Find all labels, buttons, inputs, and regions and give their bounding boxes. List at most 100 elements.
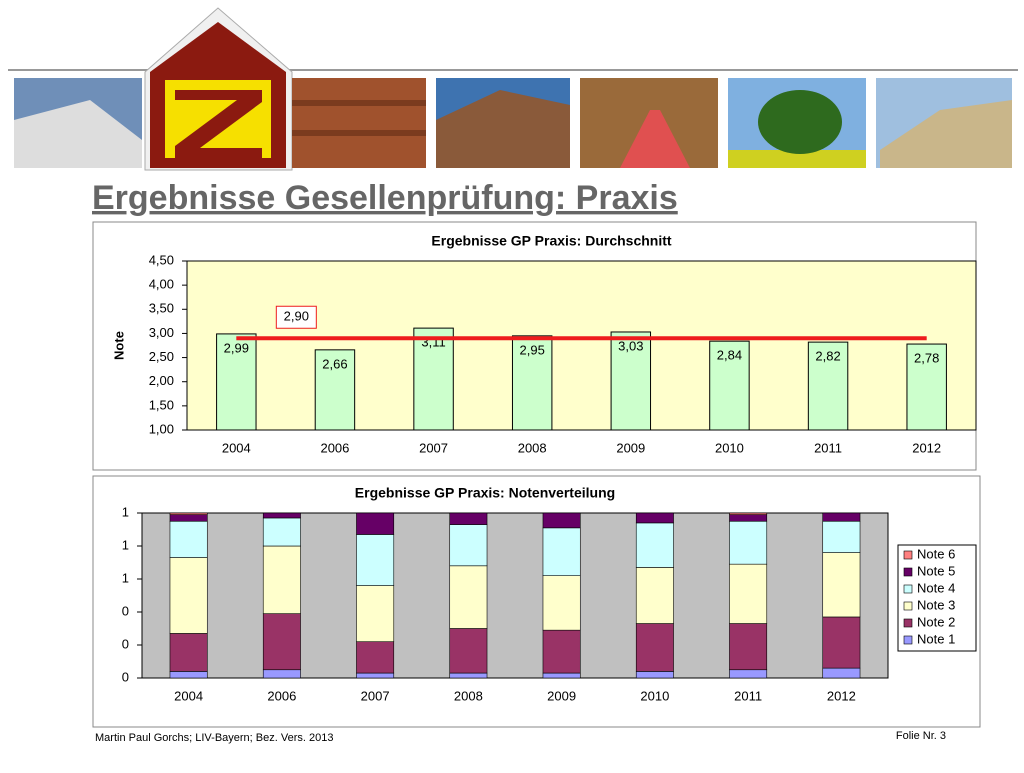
bar-segment: [449, 672, 488, 679]
bar-segment: [356, 512, 395, 535]
y-axis-label: Note: [111, 331, 126, 360]
bar-segment: [169, 520, 208, 558]
bar-segment: [169, 671, 208, 679]
chart-title: Ergebnisse GP Praxis: Notenverteilung: [355, 485, 615, 501]
x-tick-label: 2011: [734, 688, 762, 703]
x-tick-label: 2010: [715, 440, 744, 455]
y-tick-label: 3,50: [149, 301, 174, 316]
bar-segment: [822, 520, 861, 553]
bar-segment: [729, 563, 768, 624]
x-tick-label: 2004: [174, 688, 203, 703]
legend-label: Note 2: [917, 614, 955, 629]
x-tick-label: 2006: [320, 440, 349, 455]
x-tick-label: 2012: [827, 688, 856, 703]
data-label: 2,66: [322, 356, 347, 371]
legend-swatch: [903, 584, 913, 594]
bar-segment: [822, 616, 861, 669]
data-label: 2,99: [224, 340, 249, 355]
bar-segment: [356, 672, 395, 679]
bar-segment: [822, 512, 861, 522]
bar-segment: [262, 613, 301, 671]
chart-title: Ergebnisse GP Praxis: Durchschnitt: [431, 233, 671, 249]
legend-label: Note 6: [917, 546, 955, 561]
y-tick-label: 0: [122, 603, 129, 618]
bar-segment: [169, 514, 208, 522]
x-tick-label: 2006: [267, 688, 296, 703]
bar-segment: [449, 512, 488, 525]
plot-area: [186, 260, 977, 431]
y-tick-label: 1: [122, 570, 129, 585]
slide-title: Ergebnisse Gesellenprüfung: Praxis: [92, 179, 678, 217]
legend-label: Note 3: [917, 597, 955, 612]
plot-area: [141, 512, 889, 679]
x-tick-label: 2009: [547, 688, 576, 703]
bar: [413, 327, 454, 431]
data-label: 2,82: [815, 349, 840, 364]
data-label: 2,95: [520, 342, 545, 357]
x-tick-label: 2009: [616, 440, 645, 455]
bar: [216, 333, 257, 431]
bar-segment: [635, 512, 674, 524]
bar-segment: [356, 534, 395, 586]
legend-swatch: [903, 567, 913, 577]
legend-swatch: [903, 618, 913, 628]
y-tick-label: 4,00: [149, 277, 174, 292]
bar-segment: [262, 545, 301, 614]
bar-segment: [542, 512, 581, 529]
bar: [610, 331, 652, 431]
x-tick-label: 2011: [814, 440, 842, 455]
data-label: 2,84: [717, 348, 742, 363]
average-label-box: [275, 305, 317, 329]
bar-segment: [635, 623, 674, 672]
legend-label: Note 5: [917, 563, 955, 578]
y-tick-label: 1: [122, 504, 129, 519]
legend-swatch: [903, 635, 913, 645]
bar: [314, 349, 356, 431]
bar: [709, 340, 750, 431]
bar-segment: [169, 557, 208, 634]
y-tick-label: 0: [122, 669, 129, 684]
bar-segment: [449, 524, 488, 567]
y-tick-label: 0: [122, 636, 129, 651]
data-label: 3,03: [618, 338, 643, 353]
y-tick-label: 1,00: [149, 421, 174, 436]
bar-segment: [729, 520, 768, 565]
bar-segment: [635, 671, 674, 679]
y-tick-label: 1: [122, 537, 129, 552]
bar-segment: [356, 641, 395, 674]
legend-label: Note 4: [917, 580, 955, 595]
bar-segment: [542, 629, 581, 674]
x-tick-label: 2007: [419, 440, 448, 455]
x-tick-label: 2008: [518, 440, 547, 455]
x-tick-label: 2012: [912, 440, 941, 455]
y-tick-label: 3,00: [149, 325, 174, 340]
bar: [807, 341, 849, 431]
x-tick-label: 2008: [454, 688, 483, 703]
y-tick-label: 1,50: [149, 397, 174, 412]
bar-segment: [449, 565, 488, 629]
bar-segment: [635, 522, 674, 568]
legend-swatch: [903, 550, 913, 560]
bar-segment: [542, 575, 581, 631]
bar-segment: [262, 512, 301, 519]
bar-segment: [729, 669, 768, 679]
bar-segment: [542, 527, 581, 576]
y-tick-label: 2,00: [149, 373, 174, 388]
bar-segment: [729, 514, 768, 522]
bar: [511, 335, 553, 431]
x-tick-label: 2007: [361, 688, 390, 703]
legend-swatch: [903, 601, 913, 611]
bar-segment: [729, 512, 768, 515]
legend-label: Note 1: [917, 631, 955, 646]
bar-segment: [262, 517, 301, 547]
header-banner: [8, 7, 1018, 171]
bar-segment: [822, 552, 861, 618]
average-label: 2,90: [284, 309, 309, 324]
bar-segment: [449, 628, 488, 674]
legend: [897, 544, 977, 652]
x-tick-label: 2010: [640, 688, 669, 703]
bar-segment: [542, 672, 581, 679]
y-tick-label: 4,50: [149, 252, 174, 267]
